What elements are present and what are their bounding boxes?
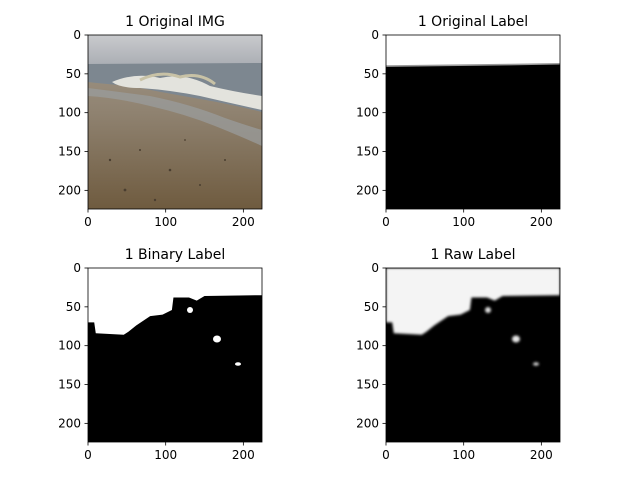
x-tick-label: 0 — [84, 215, 92, 229]
y-tick-label: 100 — [58, 106, 81, 120]
x-tick-label: 200 — [232, 215, 255, 229]
y-tick-label: 100 — [58, 339, 81, 353]
raw-blob — [485, 307, 491, 313]
panel-original-label — [386, 35, 560, 209]
panel-title: 1 Raw Label — [430, 247, 515, 263]
y-tick-label: 200 — [356, 416, 379, 430]
raw-blob — [533, 362, 539, 366]
y-tick-label: 50 — [66, 300, 81, 314]
panel-binary-label — [88, 268, 262, 442]
beach-photo — [88, 35, 262, 209]
panel-raw-label — [386, 268, 560, 442]
y-tick-label: 0 — [371, 261, 379, 275]
y-tick-label: 200 — [356, 183, 379, 197]
y-tick-label: 200 — [58, 183, 81, 197]
label-white-region — [386, 35, 560, 66]
y-tick-label: 150 — [356, 145, 379, 159]
binary-blob — [213, 336, 221, 343]
x-tick-label: 0 — [84, 448, 92, 462]
x-tick-label: 100 — [154, 215, 177, 229]
x-tick-label: 200 — [232, 448, 255, 462]
x-tick-label: 200 — [530, 448, 553, 462]
x-tick-label: 100 — [154, 448, 177, 462]
binary-mask-image — [88, 268, 262, 442]
panel-original-img — [88, 35, 262, 209]
panel-title: 1 Binary Label — [125, 247, 226, 263]
x-tick-label: 100 — [452, 215, 475, 229]
y-tick-label: 200 — [58, 416, 81, 430]
x-tick-label: 0 — [382, 215, 390, 229]
y-tick-label: 50 — [364, 67, 379, 81]
x-tick-label: 100 — [452, 448, 475, 462]
panel-title: 1 Original IMG — [125, 14, 225, 30]
raw-mask-image — [386, 268, 560, 442]
x-tick-label: 0 — [382, 448, 390, 462]
y-tick-label: 100 — [356, 106, 379, 120]
binary-blob — [235, 362, 241, 366]
y-tick-label: 0 — [73, 28, 81, 42]
y-tick-label: 100 — [356, 339, 379, 353]
y-tick-label: 150 — [356, 378, 379, 392]
panel-title: 1 Original Label — [418, 14, 528, 30]
raw-blob — [512, 336, 520, 343]
y-tick-label: 50 — [364, 300, 379, 314]
binary-blob — [187, 307, 193, 313]
y-tick-label: 150 — [58, 378, 81, 392]
y-tick-label: 0 — [371, 28, 379, 42]
x-tick-label: 200 — [530, 215, 553, 229]
y-tick-label: 0 — [73, 261, 81, 275]
y-tick-label: 50 — [66, 67, 81, 81]
y-tick-label: 150 — [58, 145, 81, 159]
label-image — [386, 35, 560, 209]
